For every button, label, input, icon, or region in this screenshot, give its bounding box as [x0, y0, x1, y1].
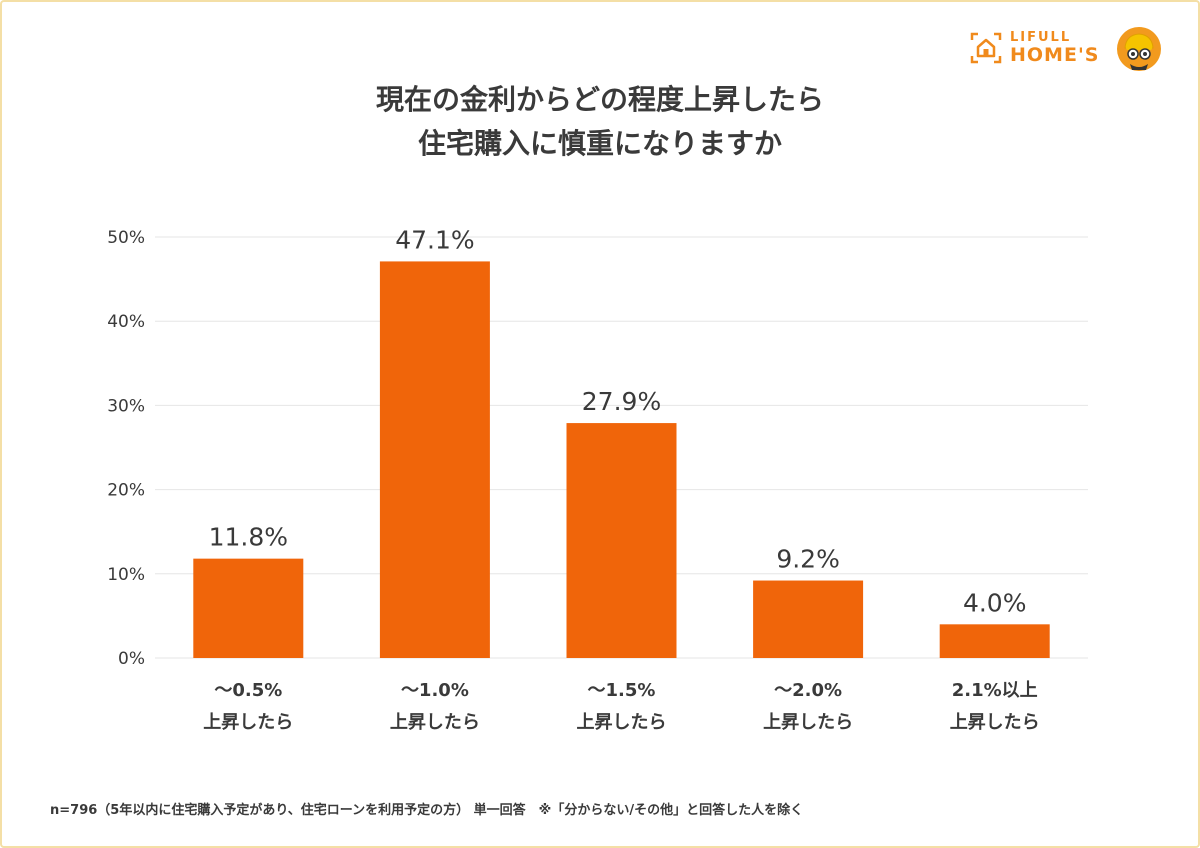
- chart-title: 現在の金利からどの程度上昇したら 住宅購入に慎重になりますか: [100, 78, 1100, 166]
- x-tick-label: 上昇したら: [577, 712, 667, 733]
- x-tick-label: 上昇したら: [390, 712, 480, 733]
- data-label: 27.9%: [582, 387, 661, 416]
- y-tick-label: 50%: [107, 228, 145, 248]
- y-tick-label: 10%: [107, 565, 145, 585]
- data-label: 9.2%: [776, 545, 840, 574]
- x-tick-label: 〜2.0%: [774, 680, 842, 701]
- x-tick-label: 上昇したら: [950, 712, 1040, 733]
- bar: [379, 261, 490, 658]
- y-tick-label: 20%: [107, 481, 145, 501]
- y-tick-label: 0%: [118, 649, 145, 669]
- lifull-homes-logo: LIFULL HOME'S: [968, 26, 1163, 71]
- chart-title-line-1: 現在の金利からどの程度上昇したら: [375, 83, 824, 116]
- mascot-icon: [1117, 27, 1161, 71]
- y-tick-label: 40%: [107, 312, 145, 332]
- footnote: n=796（5年以内に住宅購入予定があり、住宅ローンを利用予定の方） 単一回答 …: [50, 803, 804, 818]
- logo-text-lifull: LIFULL: [1010, 30, 1072, 45]
- y-tick-label: 30%: [107, 396, 145, 416]
- x-tick-label: 〜0.5%: [214, 680, 282, 701]
- bar: [753, 580, 864, 658]
- bar: [939, 624, 1050, 658]
- x-tick-label: 〜1.5%: [588, 680, 656, 701]
- x-tick-label: 〜1.0%: [401, 680, 469, 701]
- chart-title-line-2: 住宅購入に慎重になりますか: [417, 127, 782, 160]
- x-tick-label: 上昇したら: [763, 712, 853, 733]
- bar: [193, 558, 304, 658]
- data-label: 4.0%: [963, 588, 1027, 617]
- bar: [566, 423, 677, 658]
- house-logo-icon: [970, 32, 1002, 64]
- x-tick-label: 上昇したら: [203, 712, 293, 733]
- x-tick-label: 2.1%以上: [952, 680, 1038, 701]
- data-label: 11.8%: [209, 523, 288, 552]
- logo-text-homes: HOME'S: [1010, 44, 1100, 66]
- data-label: 47.1%: [395, 225, 474, 254]
